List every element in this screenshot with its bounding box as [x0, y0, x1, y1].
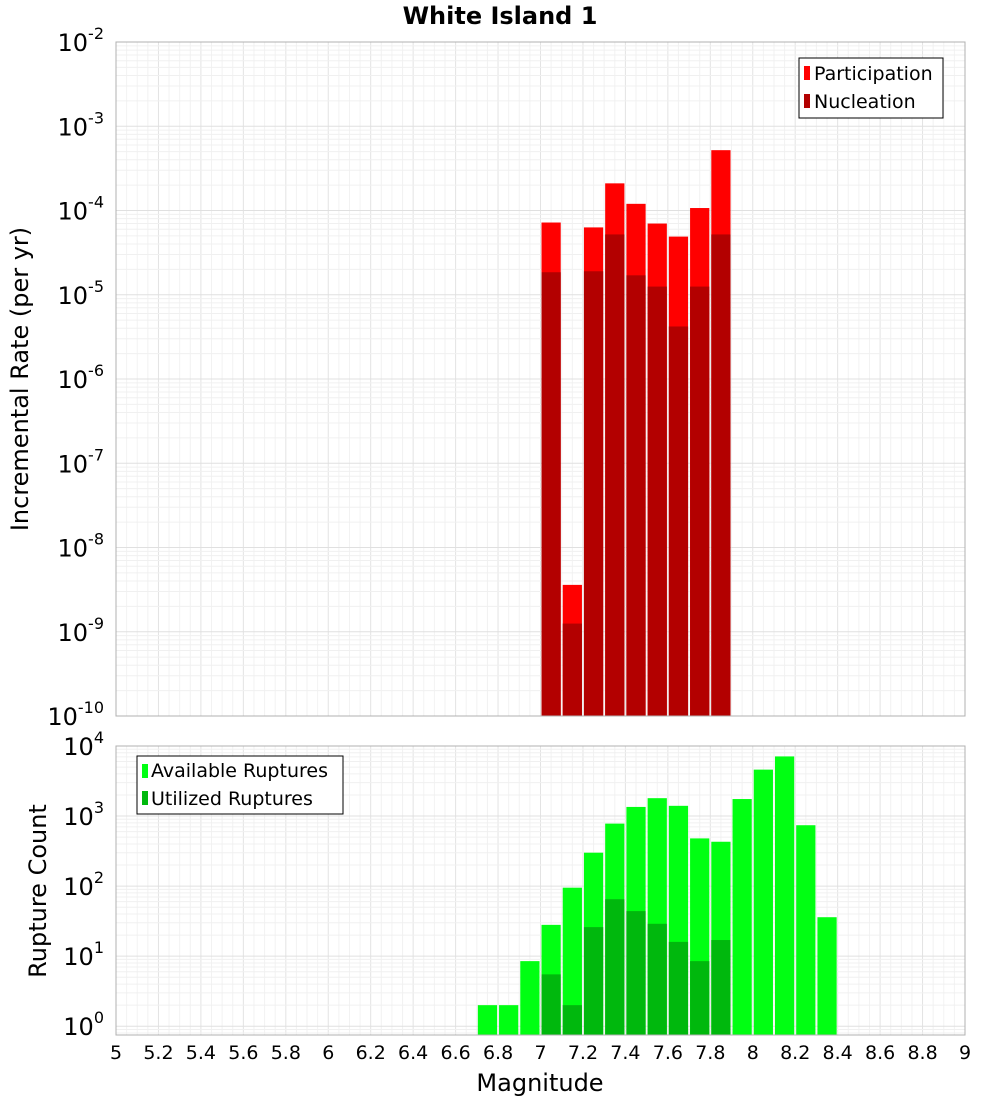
y-tick-label: 103 — [63, 798, 104, 831]
top-gridlines — [115, 41, 966, 717]
nucleation-legend-label: Nucleation — [814, 91, 916, 113]
x-tick-label: 5.2 — [143, 1042, 173, 1064]
y-tick-label: 100 — [63, 1008, 104, 1041]
x-tick-label: 8.4 — [823, 1042, 853, 1064]
top-legend-box — [798, 57, 944, 119]
bottom-plot-frame — [115, 745, 966, 1036]
x-tick-label: 5.6 — [228, 1042, 258, 1064]
top-bars — [541, 150, 731, 717]
nucleation-bar — [711, 234, 731, 717]
bottom-y-tick-labels: 104 103 102 101 100 — [63, 728, 104, 1041]
x-tick-label: 6 — [322, 1042, 334, 1064]
x-tick-label: 6.8 — [483, 1042, 513, 1064]
nucleation-legend-swatch — [804, 94, 810, 108]
nucleation-bar — [605, 234, 625, 717]
available-ruptures-bar — [562, 887, 582, 1035]
bottom-y-axis-label: Rupture Count — [24, 804, 52, 978]
available-ruptures-bar — [796, 825, 816, 1035]
nucleation-bar — [541, 272, 561, 716]
available-legend-swatch — [142, 764, 148, 778]
y-tick-label: 10-4 — [58, 193, 105, 226]
available-ruptures-bar — [817, 917, 837, 1035]
x-tick-label: 8.2 — [780, 1042, 810, 1064]
bottom-bars — [477, 756, 837, 1035]
x-tick-label: 7.2 — [568, 1042, 598, 1064]
x-tick-label: 8.8 — [907, 1042, 937, 1064]
bottom-legend-box — [136, 755, 344, 815]
y-tick-label: 102 — [63, 868, 104, 901]
utilized-legend-label: Utilized Ruptures — [151, 788, 313, 810]
nucleation-bar — [690, 286, 710, 716]
chart-title: White Island 1 — [403, 2, 598, 30]
y-tick-label: 10-10 — [47, 698, 104, 731]
top-legend: Participation Nucleation — [798, 57, 944, 119]
nucleation-bar — [668, 326, 689, 716]
x-tick-label: 6.4 — [398, 1042, 428, 1064]
available-ruptures-bar — [753, 769, 773, 1035]
x-axis-label: Magnitude — [476, 1069, 603, 1097]
top-y-tick-labels: 10-2 10-3 10-4 10-5 10-6 10-7 10-8 10-9 10-10 — [47, 24, 104, 731]
utilized-legend-swatch — [142, 791, 148, 805]
y-tick-label: 10-5 — [58, 277, 105, 310]
utilized-ruptures-bar — [541, 974, 561, 1035]
bottom-legend: Available Ruptures Utilized Ruptures — [136, 755, 344, 815]
x-tick-label: 8 — [747, 1042, 759, 1064]
nucleation-bar — [562, 623, 582, 716]
nucleation-bar — [647, 286, 667, 716]
y-tick-label: 10-2 — [58, 24, 105, 57]
x-tick-label: 8.6 — [865, 1042, 895, 1064]
x-tick-label: 7.4 — [610, 1042, 640, 1064]
x-tick-label: 6.6 — [440, 1042, 470, 1064]
utilized-ruptures-bar — [605, 899, 625, 1035]
nucleation-bar — [583, 271, 604, 716]
available-ruptures-bar — [477, 1005, 498, 1035]
x-tick-label: 5.8 — [271, 1042, 301, 1064]
x-tick-label: 7 — [534, 1042, 546, 1064]
available-ruptures-bar — [520, 961, 540, 1035]
available-ruptures-bar — [499, 1005, 519, 1035]
nucleation-bar — [626, 275, 646, 716]
available-ruptures-bar — [732, 799, 752, 1035]
x-tick-labels: 5 5.2 5.4 5.6 5.8 6 6.2 6.4 6.6 6.8 7 7.2 7.4 7.6 7.8 8… — [110, 1042, 971, 1064]
x-tick-label: 5.4 — [186, 1042, 216, 1064]
y-tick-label: 10-3 — [58, 108, 105, 141]
x-tick-label: 9 — [959, 1042, 971, 1064]
available-ruptures-bar — [774, 756, 795, 1035]
x-tick-label: 6.2 — [356, 1042, 386, 1064]
y-tick-label: 10-7 — [58, 445, 105, 478]
y-tick-label: 10-9 — [58, 614, 105, 647]
top-y-axis-label: Incremental Rate (per yr) — [6, 227, 34, 531]
utilized-ruptures-bar — [562, 1005, 582, 1035]
y-tick-label: 104 — [63, 728, 104, 761]
top-plot-frame — [115, 41, 966, 717]
utilized-ruptures-bar — [583, 927, 604, 1035]
utilized-ruptures-bar — [647, 923, 667, 1035]
available-legend-label: Available Ruptures — [151, 760, 328, 782]
participation-legend-label: Participation — [814, 63, 933, 85]
y-tick-label: 10-6 — [58, 361, 105, 394]
x-tick-label: 5 — [110, 1042, 122, 1064]
bottom-plot-panel: 104 103 102 101 100 Rupture Count Available … — [24, 728, 966, 1041]
participation-legend-swatch — [804, 66, 810, 80]
y-tick-label: 101 — [63, 938, 104, 971]
y-tick-label: 10-8 — [58, 530, 105, 563]
utilized-ruptures-bar — [690, 961, 710, 1035]
x-tick-label: 7.8 — [695, 1042, 725, 1064]
utilized-ruptures-bar — [711, 940, 731, 1035]
utilized-ruptures-bar — [626, 911, 646, 1035]
utilized-ruptures-bar — [668, 941, 689, 1035]
x-tick-label: 7.6 — [653, 1042, 683, 1064]
top-plot-panel: 10-2 10-3 10-4 10-5 10-6 10-7 10-8 10-9 10-10 In… — [6, 24, 966, 731]
